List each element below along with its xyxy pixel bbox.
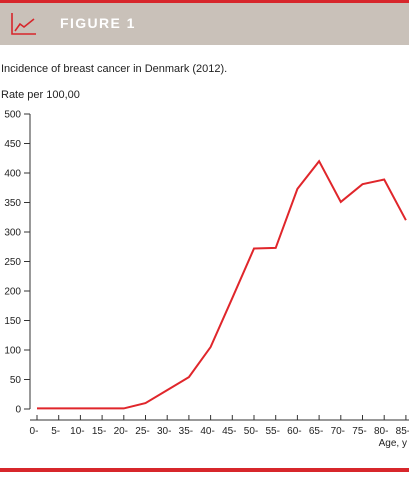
bottom-accent-bar: [0, 468, 409, 472]
x-tick-label: 0-: [30, 426, 39, 437]
y-tick-label: 150: [4, 316, 21, 327]
x-tick-label: 30-: [157, 426, 171, 437]
x-tick-label: 15-: [92, 426, 106, 437]
x-tick-label: 35-: [179, 426, 193, 437]
figure-label: FIGURE 1: [60, 15, 136, 31]
series-line: [37, 159, 407, 410]
line-chart: 0 50 100 150 200 250 300 350 400 450 500 0- 5- 10- 15-…: [4, 110, 409, 449]
x-tick-label: 75-: [352, 426, 366, 437]
x-tick-label: 5-: [51, 426, 60, 437]
y-tick-label: 50: [10, 375, 22, 386]
x-tick-label: 40-: [200, 426, 214, 437]
y-tick-label: 300: [4, 228, 21, 239]
x-tick-label: 55-: [265, 426, 279, 437]
x-tick-label: 10-: [70, 426, 84, 437]
x-tick-label: 45-: [222, 426, 236, 437]
line-chart-icon: [11, 12, 37, 36]
x-tick-label: 50-: [244, 426, 258, 437]
x-tick-label: 65-: [309, 426, 323, 437]
x-tick-label: 20-: [114, 426, 128, 437]
top-accent-bar: [0, 0, 409, 3]
x-tick-label: 85-: [396, 426, 409, 437]
figure-header: FIGURE 1: [0, 3, 409, 45]
y-tick-label: 0: [15, 405, 21, 416]
x-tick-label: 70-: [331, 426, 345, 437]
y-tick-label: 250: [4, 257, 21, 268]
y-tick-label: 200: [4, 287, 21, 298]
x-tick-label: 25-: [135, 426, 149, 437]
chart-title: Incidence of breast cancer in Denmark (2…: [1, 63, 228, 75]
y-axis-label: Rate per 100,00: [1, 89, 80, 101]
y-tick-label: 450: [4, 139, 21, 150]
y-tick-label: 400: [4, 169, 21, 180]
x-tick-label: 80-: [374, 426, 388, 437]
y-tick-label: 100: [4, 346, 21, 357]
y-tick-label: 350: [4, 198, 21, 209]
x-axis-label: Age, y: [379, 438, 407, 449]
x-tick-label: 60-: [287, 426, 301, 437]
y-tick-label: 500: [4, 110, 21, 121]
